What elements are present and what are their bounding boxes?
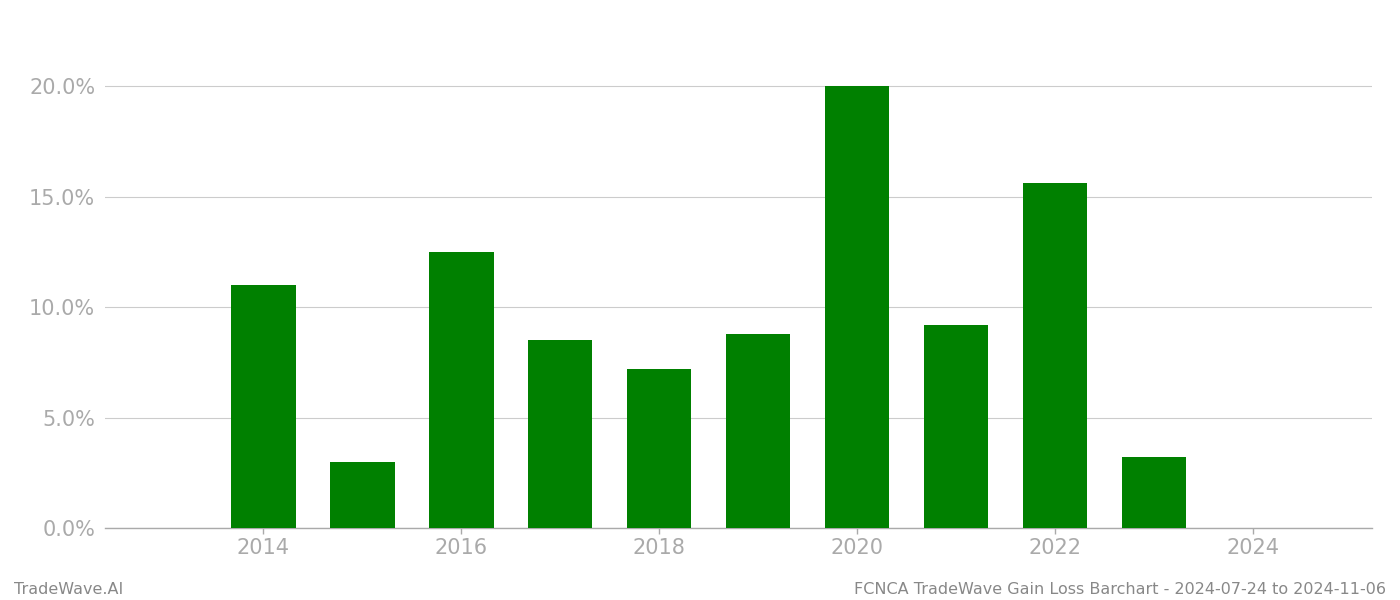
Text: FCNCA TradeWave Gain Loss Barchart - 2024-07-24 to 2024-11-06: FCNCA TradeWave Gain Loss Barchart - 202… <box>854 582 1386 597</box>
Bar <box>1023 184 1088 528</box>
Bar <box>231 285 295 528</box>
Bar <box>627 369 692 528</box>
Bar <box>825 86 889 528</box>
Text: TradeWave.AI: TradeWave.AI <box>14 582 123 597</box>
Bar <box>430 252 494 528</box>
Bar <box>1121 457 1186 528</box>
Bar <box>727 334 791 528</box>
Bar <box>924 325 988 528</box>
Bar <box>528 340 592 528</box>
Bar <box>330 462 395 528</box>
